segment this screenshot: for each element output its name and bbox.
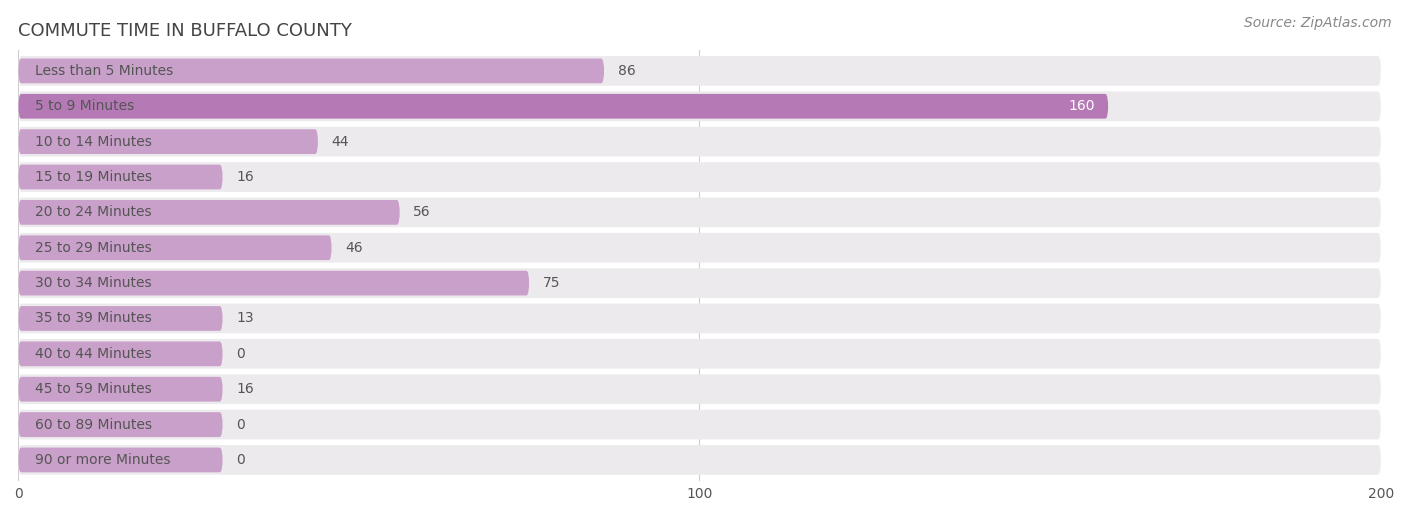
Text: 40 to 44 Minutes: 40 to 44 Minutes [35,347,152,361]
Text: Less than 5 Minutes: Less than 5 Minutes [35,64,173,78]
Text: 0: 0 [236,453,245,467]
FancyBboxPatch shape [18,127,1381,156]
FancyBboxPatch shape [18,448,222,472]
FancyBboxPatch shape [18,377,222,402]
Text: 160: 160 [1069,99,1095,113]
Text: 56: 56 [413,206,432,219]
FancyBboxPatch shape [18,162,1381,192]
Text: 75: 75 [543,276,561,290]
Text: 90 or more Minutes: 90 or more Minutes [35,453,170,467]
FancyBboxPatch shape [18,339,1381,369]
FancyBboxPatch shape [18,306,222,331]
FancyBboxPatch shape [18,412,222,437]
Text: 45 to 59 Minutes: 45 to 59 Minutes [35,382,152,396]
Text: 10 to 14 Minutes: 10 to 14 Minutes [35,134,152,149]
FancyBboxPatch shape [18,59,605,83]
Text: 15 to 19 Minutes: 15 to 19 Minutes [35,170,152,184]
Text: COMMUTE TIME IN BUFFALO COUNTY: COMMUTE TIME IN BUFFALO COUNTY [18,22,352,40]
Text: 16: 16 [236,382,254,396]
Text: 86: 86 [617,64,636,78]
FancyBboxPatch shape [18,271,529,295]
FancyBboxPatch shape [18,129,318,154]
FancyBboxPatch shape [18,94,1108,119]
FancyBboxPatch shape [18,410,1381,439]
Text: 30 to 34 Minutes: 30 to 34 Minutes [35,276,152,290]
Text: 44: 44 [332,134,349,149]
FancyBboxPatch shape [18,92,1381,121]
FancyBboxPatch shape [18,342,222,366]
FancyBboxPatch shape [18,56,1381,86]
Text: 0: 0 [236,347,245,361]
Text: 60 to 89 Minutes: 60 to 89 Minutes [35,417,152,431]
Text: 13: 13 [236,312,254,325]
FancyBboxPatch shape [18,165,222,189]
Text: 0: 0 [236,417,245,431]
Text: 35 to 39 Minutes: 35 to 39 Minutes [35,312,152,325]
FancyBboxPatch shape [18,198,1381,227]
Text: Source: ZipAtlas.com: Source: ZipAtlas.com [1244,16,1392,30]
FancyBboxPatch shape [18,200,399,225]
FancyBboxPatch shape [18,268,1381,298]
Text: 16: 16 [236,170,254,184]
FancyBboxPatch shape [18,233,1381,263]
FancyBboxPatch shape [18,445,1381,475]
FancyBboxPatch shape [18,235,332,260]
Text: 20 to 24 Minutes: 20 to 24 Minutes [35,206,152,219]
FancyBboxPatch shape [18,374,1381,404]
Text: 25 to 29 Minutes: 25 to 29 Minutes [35,241,152,255]
Text: 5 to 9 Minutes: 5 to 9 Minutes [35,99,135,113]
FancyBboxPatch shape [18,304,1381,333]
Text: 46: 46 [346,241,363,255]
